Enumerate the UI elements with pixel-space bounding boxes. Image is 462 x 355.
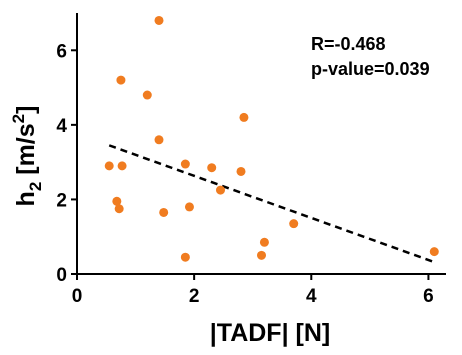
data-point (236, 166, 246, 176)
axes (76, 13, 446, 275)
y-tick-label: 2 (56, 190, 67, 211)
x-tick-label: 2 (189, 286, 200, 307)
data-point (429, 247, 439, 257)
data-point (207, 163, 217, 173)
annotation-p-value: p-value=0.039 (311, 59, 430, 79)
data-point (117, 161, 127, 171)
y-axis-title: h2 [m/s2] (9, 106, 45, 207)
trendline-layer (108, 144, 435, 264)
data-point (259, 237, 269, 247)
data-point (180, 159, 190, 169)
data-point (184, 202, 194, 212)
data-point (154, 15, 164, 25)
data-point (142, 90, 152, 100)
x-tick-label: 4 (306, 286, 317, 307)
trendline (108, 144, 435, 264)
y-axis-title-subscript: 2 (26, 182, 45, 191)
data-point (116, 75, 126, 85)
data-point (104, 161, 114, 171)
x-tick-label: 0 (72, 286, 83, 307)
data-point (239, 112, 249, 122)
y-axis-title-unit-suffix: ] (12, 106, 40, 114)
y-axis-title-superscript: 2 (9, 114, 28, 123)
x-axis-title: |TADF| [N] (210, 319, 330, 347)
data-point (154, 135, 164, 145)
x-tick-label: 6 (423, 286, 434, 307)
y-tick-label: 6 (56, 41, 67, 62)
y-axis-title-unit-prefix: [m/s (12, 123, 40, 181)
data-point (289, 219, 299, 229)
data-point (180, 252, 190, 262)
points-layer (104, 15, 439, 262)
data-point (114, 204, 124, 214)
y-tick-label: 4 (56, 116, 67, 137)
ticks: 0 2 4 6 0 2 4 6 (56, 41, 433, 307)
annotation-r-value: R=-0.468 (311, 34, 386, 54)
data-point (159, 207, 169, 217)
data-point (257, 250, 266, 260)
data-point (216, 185, 225, 195)
y-tick-label: 0 (56, 265, 67, 286)
y-axis-title-base: h (12, 191, 40, 206)
data-point (112, 196, 122, 206)
